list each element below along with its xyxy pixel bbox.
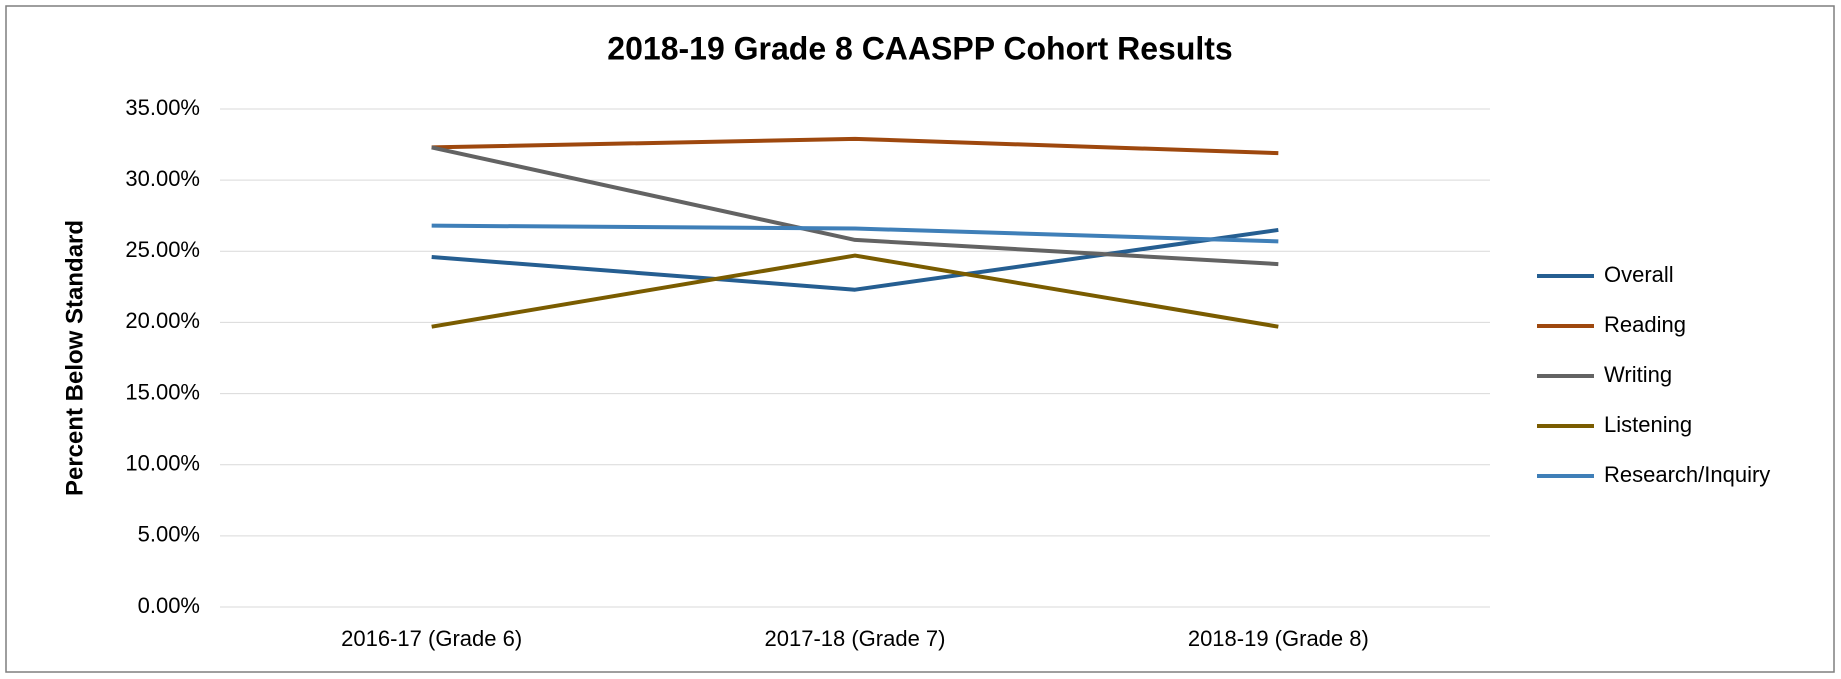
- y-tick-label: 30.00%: [125, 166, 200, 191]
- series-line: [431, 253, 1279, 329]
- y-tick-label: 10.00%: [125, 451, 200, 476]
- legend-label: Listening: [1604, 412, 1692, 437]
- legend-label: Reading: [1604, 312, 1686, 337]
- series-line: [431, 145, 1279, 267]
- series-line: [431, 227, 1279, 292]
- y-tick-label: 25.00%: [125, 237, 200, 262]
- y-tick-label: 20.00%: [125, 308, 200, 333]
- series-line: [431, 136, 1279, 156]
- y-tick-label: 15.00%: [125, 379, 200, 404]
- y-tick-label: 0.00%: [138, 593, 200, 618]
- x-tick-label: 2018-19 (Grade 8): [1188, 626, 1369, 651]
- y-tick-label: 5.00%: [138, 522, 200, 547]
- x-tick-label: 2016-17 (Grade 6): [341, 626, 522, 651]
- y-tick-label: 35.00%: [125, 95, 200, 120]
- legend-label: Research/Inquiry: [1604, 462, 1770, 487]
- x-tick-label: 2017-18 (Grade 7): [765, 626, 946, 651]
- chart-title: 2018-19 Grade 8 CAASPP Cohort Results: [607, 30, 1232, 66]
- series-line: [431, 223, 1279, 244]
- legend-label: Overall: [1604, 262, 1674, 287]
- chart-frame: [5, 5, 1835, 673]
- y-axis-label: Percent Below Standard: [61, 220, 88, 496]
- legend-label: Writing: [1604, 362, 1672, 387]
